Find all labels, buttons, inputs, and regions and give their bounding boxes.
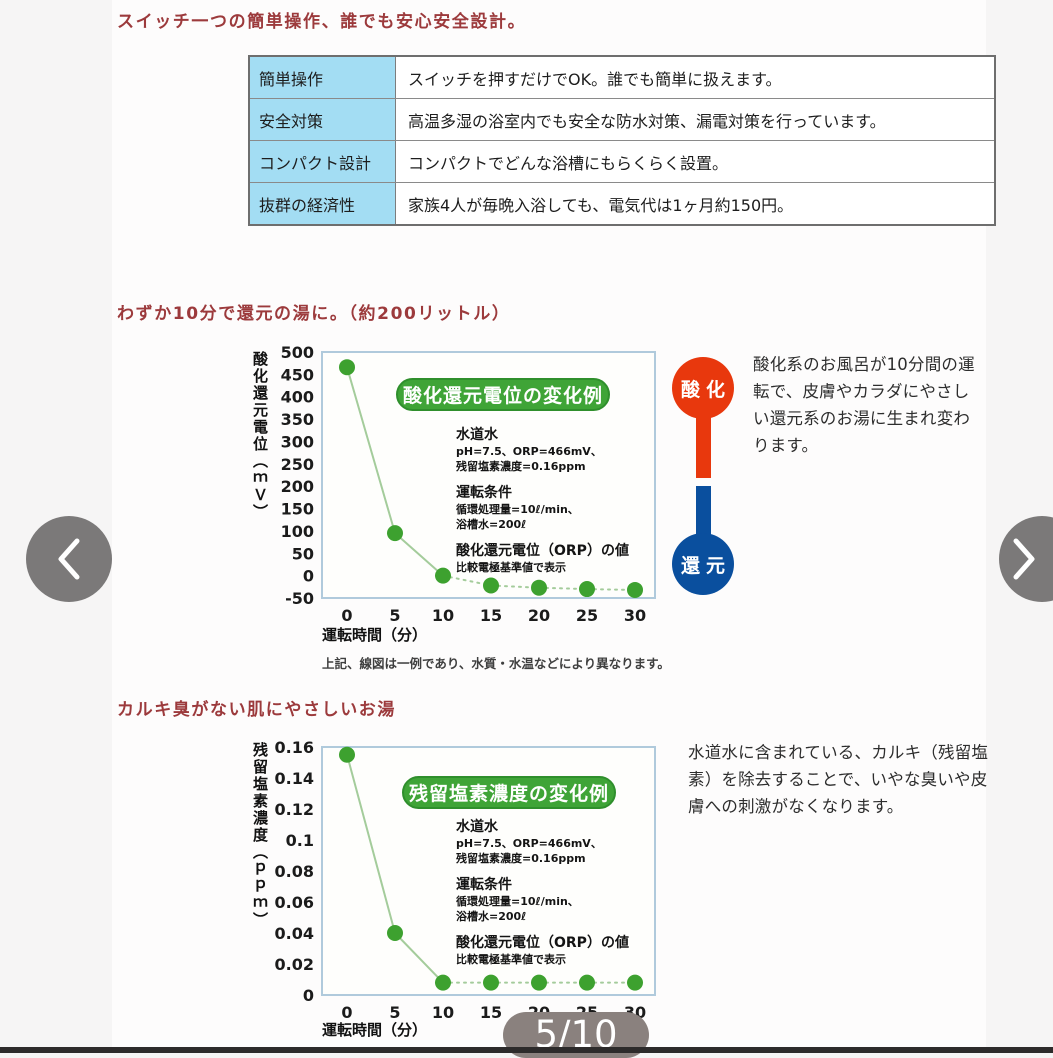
svg-text:150: 150: [281, 500, 314, 519]
feature-label: 安全対策: [250, 99, 396, 140]
svg-text:200: 200: [281, 477, 314, 496]
chart-note: 上記、線図は一例であり、水質・水温などにより異なります。: [322, 656, 670, 671]
conditions-line: pH=7.5、ORP=466mV、: [456, 837, 602, 850]
chevron-left-icon: [58, 538, 80, 580]
svg-text:20: 20: [528, 606, 550, 625]
oxidation-circle: 酸化: [672, 357, 734, 419]
svg-text:0.06: 0.06: [275, 893, 314, 912]
conditions-run-title: 運転条件: [456, 876, 512, 893]
svg-text:25: 25: [576, 606, 598, 625]
conditions-run-title: 運転条件: [456, 484, 512, 501]
reduction-circle: 還元: [672, 533, 734, 595]
header-chlorine-free: カルキ臭がない肌にやさしいお湯: [117, 700, 396, 720]
svg-text:10: 10: [432, 1003, 454, 1022]
chlorine-description: 水道水に含まれている、カルキ（残留塩素）を除去することで、いやな臭いや皮膚への刺…: [688, 743, 989, 817]
conditions-line: 循環処理量=10ℓ/min、: [456, 502, 579, 516]
svg-text:450: 450: [281, 365, 314, 384]
prev-button[interactable]: [26, 516, 112, 602]
chlorine-chart-xlabel: 運転時間（分）: [322, 1021, 428, 1039]
svg-text:0.16: 0.16: [275, 740, 314, 757]
svg-text:400: 400: [281, 388, 314, 407]
feature-table: 簡単操作 スイッチを押すだけでOK。誰でも簡単に扱えます。 安全対策 高温多湿の…: [248, 55, 996, 226]
conditions-line: 比較電極基準値で表示: [456, 952, 566, 966]
orp-chart-badge: 酸化還元電位の変化例: [396, 378, 610, 411]
feature-label: 簡単操作: [250, 57, 396, 98]
conditions-line: 浴槽水=200ℓ: [456, 910, 527, 924]
svg-text:0: 0: [341, 606, 352, 625]
thermometer-stem-blue: [696, 486, 711, 535]
table-row: 抜群の経済性 家族4人が毎晩入浴しても、電気代は1ヶ月約150円。: [250, 183, 994, 224]
conditions-line: 残留塩素濃度=0.16ppm: [456, 852, 586, 866]
conditions-line: 浴槽水=200ℓ: [456, 518, 527, 532]
svg-text:0.08: 0.08: [275, 862, 314, 881]
svg-text:300: 300: [281, 432, 314, 451]
svg-text:0.12: 0.12: [275, 800, 314, 819]
orp-chart-conditions: 水道水 pH=7.5、ORP=466mV、 残留塩素濃度=0.16ppm 運転条…: [456, 424, 671, 575]
feature-value: スイッチを押すだけでOK。誰でも簡単に扱えます。: [408, 69, 782, 89]
conditions-water-title: 水道水: [456, 427, 498, 443]
svg-text:15: 15: [480, 606, 502, 625]
chlorine-chart-ylabel: 残留塩素濃度（ｐｐｍ）: [251, 742, 269, 929]
conditions-water-title: 水道水: [456, 819, 498, 835]
feature-label: 抜群の経済性: [250, 183, 396, 224]
svg-text:0.02: 0.02: [275, 955, 314, 974]
table-row: コンパクト設計 コンパクトでどんな浴槽にもらくらく設置。: [250, 141, 994, 183]
svg-text:0.14: 0.14: [275, 769, 314, 788]
svg-text:250: 250: [281, 455, 314, 474]
thermometer-stem-red: [696, 412, 711, 478]
svg-text:0.04: 0.04: [275, 924, 314, 943]
orp-chart-ylabel: 酸化還元電位（ｍＶ）: [251, 351, 269, 521]
table-row: 簡単操作 スイッチを押すだけでOK。誰でも簡単に扱えます。: [250, 57, 994, 99]
svg-text:0: 0: [303, 567, 314, 586]
feature-value: 家族4人が毎晩入浴しても、電気代は1ヶ月約150円。: [408, 195, 794, 215]
svg-text:50: 50: [292, 544, 314, 563]
feature-value: 高温多湿の浴室内でも安全な防水対策、漏電対策を行っています。: [408, 111, 886, 131]
table-row: 安全対策 高温多湿の浴室内でも安全な防水対策、漏電対策を行っています。: [250, 99, 994, 141]
header-reduction-water: わずか10分で還元の湯に。（約200リットル）: [117, 304, 511, 324]
header-simple-operation: スイッチ一つの簡単操作、誰でも安心安全設計。: [117, 12, 527, 32]
orp-description: 酸化系のお風呂が10分間の運転で、皮膚やカラダにやさしい還元系のお湯に生まれ変わ…: [753, 355, 975, 456]
orp-chart-xlabel: 運転時間（分）: [322, 626, 428, 644]
svg-text:10: 10: [432, 606, 454, 625]
bottom-bar: [0, 1047, 1053, 1053]
svg-text:100: 100: [281, 522, 314, 541]
conditions-line: 循環処理量=10ℓ/min、: [456, 894, 579, 908]
conditions-line: pH=7.5、ORP=466mV、: [456, 445, 602, 458]
chlorine-chart-conditions: 水道水 pH=7.5、ORP=466mV、 残留塩素濃度=0.16ppm 運転条…: [456, 816, 671, 967]
conditions-orp-title: 酸化還元電位（ORP）の値: [456, 934, 629, 951]
next-button[interactable]: [999, 516, 1053, 602]
svg-text:5: 5: [389, 606, 400, 625]
chevron-right-icon: [1013, 538, 1035, 580]
svg-text:350: 350: [281, 410, 314, 429]
svg-text:0: 0: [303, 986, 314, 1005]
feature-label: コンパクト設計: [250, 141, 396, 182]
svg-text:-50: -50: [285, 589, 314, 608]
conditions-orp-title: 酸化還元電位（ORP）の値: [456, 542, 629, 559]
svg-text:500: 500: [281, 345, 314, 362]
svg-text:5: 5: [389, 1003, 400, 1022]
svg-text:0: 0: [341, 1003, 352, 1022]
feature-value: コンパクトでどんな浴槽にもらくらく設置。: [408, 153, 729, 173]
svg-text:0.1: 0.1: [286, 831, 314, 850]
conditions-line: 比較電極基準値で表示: [456, 560, 566, 574]
svg-text:30: 30: [624, 606, 646, 625]
chlorine-chart-badge: 残留塩素濃度の変化例: [402, 776, 616, 809]
svg-text:15: 15: [480, 1003, 502, 1022]
conditions-line: 残留塩素濃度=0.16ppm: [456, 460, 586, 474]
